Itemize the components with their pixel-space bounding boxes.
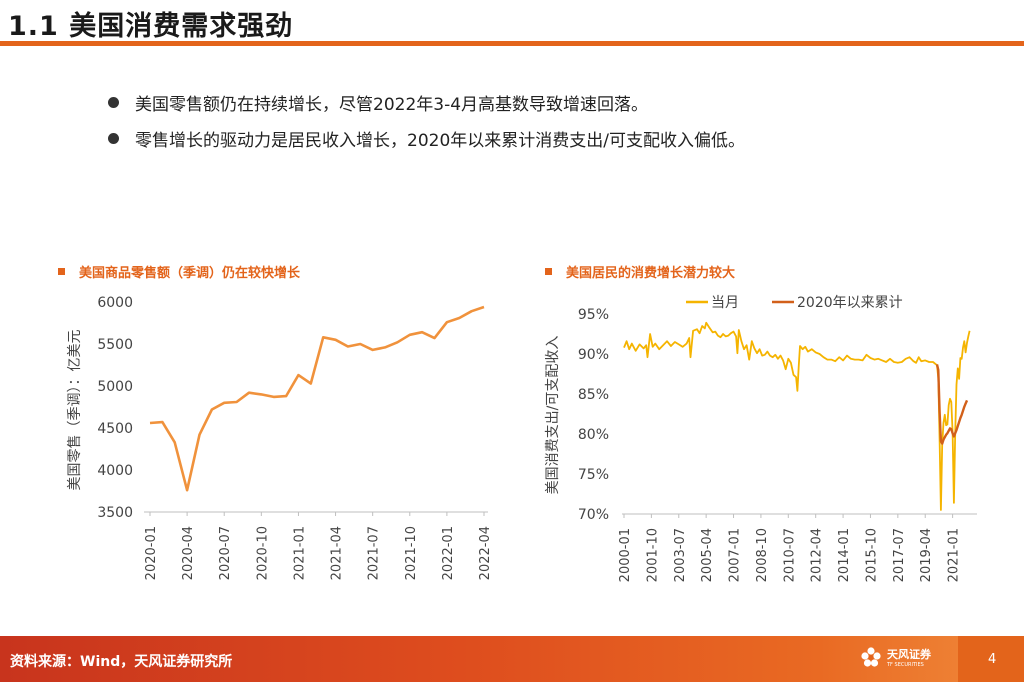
- footer-bar: 资料来源：Wind，天风证券研究所 天风证券 TF SECURITIES 4: [0, 636, 1024, 682]
- chart1-y-tick-label: 5500: [97, 337, 133, 353]
- chart2-series-cumulative-line: [935, 364, 969, 445]
- page-number-box: [958, 636, 1024, 682]
- chart2-y-tick-label: 85%: [578, 387, 609, 403]
- chart1-x-tick-label: 2020-01: [144, 526, 159, 580]
- source-note: 资料来源：Wind，天风证券研究所: [10, 654, 233, 670]
- chart1-x-tick-label: 2022-01: [441, 526, 456, 580]
- chart2-y-tick-label: 90%: [578, 347, 609, 363]
- chart1-x-tick-label: 2021-04: [330, 526, 345, 580]
- chart1-y-tick-label: 5000: [97, 379, 133, 395]
- square-bullet-icon: [545, 268, 552, 275]
- chart1-x-tick-label: 2020-07: [218, 526, 233, 580]
- chart1-x-tick-label: 2021-01: [292, 526, 307, 580]
- chart2-title-text: 美国居民的消费增长潜力较大: [566, 266, 736, 281]
- chart1-y-tick-label: 4500: [97, 421, 133, 437]
- chart1-x-tick-label: 2022-04: [478, 526, 493, 580]
- chart2-y-axis-label: 美国消费支出/可支配收入: [545, 336, 561, 495]
- bullet-item: 零售增长的驱动力是居民收入增长，2020年以来累计消费支出/可支配收入偏低。: [108, 120, 745, 156]
- flower-logo-icon: [861, 647, 881, 667]
- chart2-x-tick-label: 2012-04: [810, 528, 825, 582]
- chart2-title: 美国居民的消费增长潜力较大: [545, 262, 735, 281]
- chart1-title-text: 美国商品零售额（季调）仍在较快增长: [79, 266, 301, 281]
- chart2-x-tick-label: 2007-01: [728, 528, 743, 582]
- chart2-x-tick-label: 2014-01: [837, 528, 852, 582]
- chart1-x-tick-label: 2021-10: [404, 526, 419, 580]
- chart2-x-tick-label: 2005-04: [700, 528, 715, 582]
- chart2-x-tick-label: 2001-10: [645, 528, 660, 582]
- square-bullet-icon: [58, 268, 65, 275]
- bullet-dot-icon: [108, 96, 119, 108]
- chart2-x-tick-label: 2003-07: [673, 528, 688, 582]
- chart2-x-tick-label: 2008-10: [755, 528, 770, 582]
- logo-name-en: TF SECURITIES: [887, 662, 924, 668]
- logo-name-cn: 天风证券: [887, 648, 931, 661]
- company-logo: 天风证券 TF SECURITIES: [860, 646, 931, 668]
- chart1-x-tick-label: 2020-04: [181, 526, 196, 580]
- bullet-dot-icon: [108, 132, 119, 144]
- chart1-y-tick-label: 3500: [97, 505, 133, 521]
- chart2-legend-label: 当月: [711, 295, 739, 311]
- chart2-y-tick-label: 75%: [578, 467, 609, 483]
- chart1-x-tick-label: 2020-10: [255, 526, 270, 580]
- chart1-y-tick-label: 4000: [97, 463, 133, 479]
- chart2-x-tick-label: 2010-07: [782, 528, 797, 582]
- bullet-list: 美国零售额仍在持续增长，尽管2022年3-4月高基数导致增速回落。 零售增长的驱…: [108, 84, 745, 156]
- chart2-y-tick-label: 95%: [578, 307, 609, 323]
- chart2-series-monthly-line: [623, 321, 971, 511]
- chart1-x-tick-label: 2021-07: [367, 526, 382, 580]
- chart1-y-axis-label: 美国零售（季调）：亿美元: [67, 330, 83, 491]
- chart2-y-tick-label: 80%: [578, 427, 609, 443]
- chart2-x-tick-label: 2017-07: [892, 528, 907, 582]
- chart2-x-tick-label: 2021-01: [947, 528, 962, 582]
- chart2-y-tick-label: 70%: [578, 507, 609, 523]
- bullet-text: 零售增长的驱动力是居民收入增长，2020年以来累计消费支出/可支配收入偏低。: [135, 130, 745, 151]
- chart2-x-tick-label: 2019-04: [919, 528, 934, 582]
- chart2-x-tick-label: 2015-10: [864, 528, 879, 582]
- title-underline: [0, 41, 1024, 46]
- chart1-title: 美国商品零售额（季调）仍在较快增长: [58, 262, 300, 281]
- chart2-x-tick-label: 2000-01: [618, 528, 633, 582]
- bullet-text: 美国零售额仍在持续增长，尽管2022年3-4月高基数导致增速回落。: [135, 94, 649, 115]
- chart1-series-line: [149, 305, 485, 492]
- page-title: 1.1 美国消费需求强劲: [8, 11, 294, 42]
- page-number: 4: [988, 652, 997, 667]
- bullet-item: 美国零售额仍在持续增长，尽管2022年3-4月高基数导致增速回落。: [108, 84, 745, 120]
- chart1-y-tick-label: 6000: [97, 295, 133, 311]
- chart2-legend-label: 2020年以来累计: [797, 295, 903, 311]
